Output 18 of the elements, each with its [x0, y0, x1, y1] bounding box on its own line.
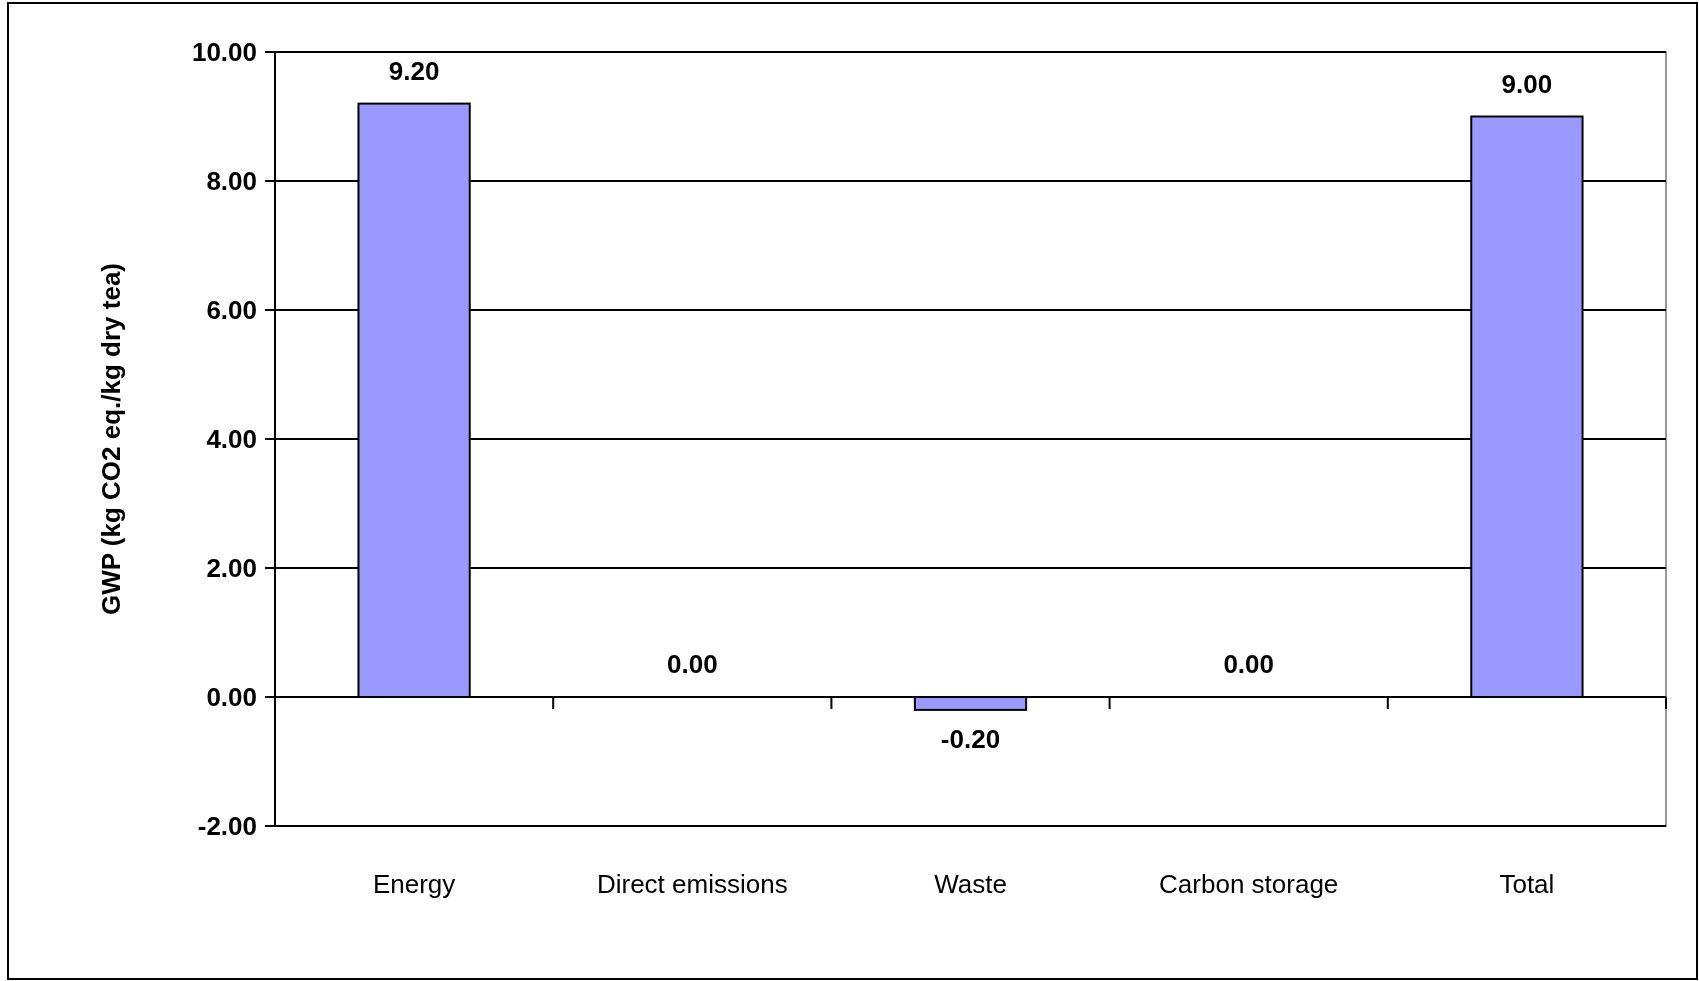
- x-tick-label: Direct emissions: [596, 869, 788, 899]
- data-label: 0.00: [1223, 649, 1274, 679]
- data-label: 9.20: [388, 55, 440, 86]
- y-tick-label: 8.00: [206, 166, 257, 197]
- y-tick-label: 4.00: [206, 424, 257, 455]
- y-tick-label: -2.00: [197, 811, 257, 842]
- y-tick-label: 0.00: [206, 682, 257, 713]
- x-tick-label: Carbon storage: [1159, 869, 1339, 899]
- x-tick-label: Waste: [934, 869, 1007, 899]
- y-axis-title: GWP (kg CO2 eq./kg dry tea): [96, 262, 126, 616]
- y-tick-label: 2.00: [206, 553, 257, 584]
- y-tick-label: 10.00: [191, 37, 257, 68]
- data-label: 0.00: [667, 649, 718, 679]
- x-tick-label: Energy: [372, 869, 456, 899]
- data-label: -0.20: [940, 723, 1001, 754]
- y-tick-label: 6.00: [206, 295, 257, 326]
- data-label: 9.00: [1501, 68, 1553, 99]
- x-tick-label: Total: [1499, 869, 1555, 899]
